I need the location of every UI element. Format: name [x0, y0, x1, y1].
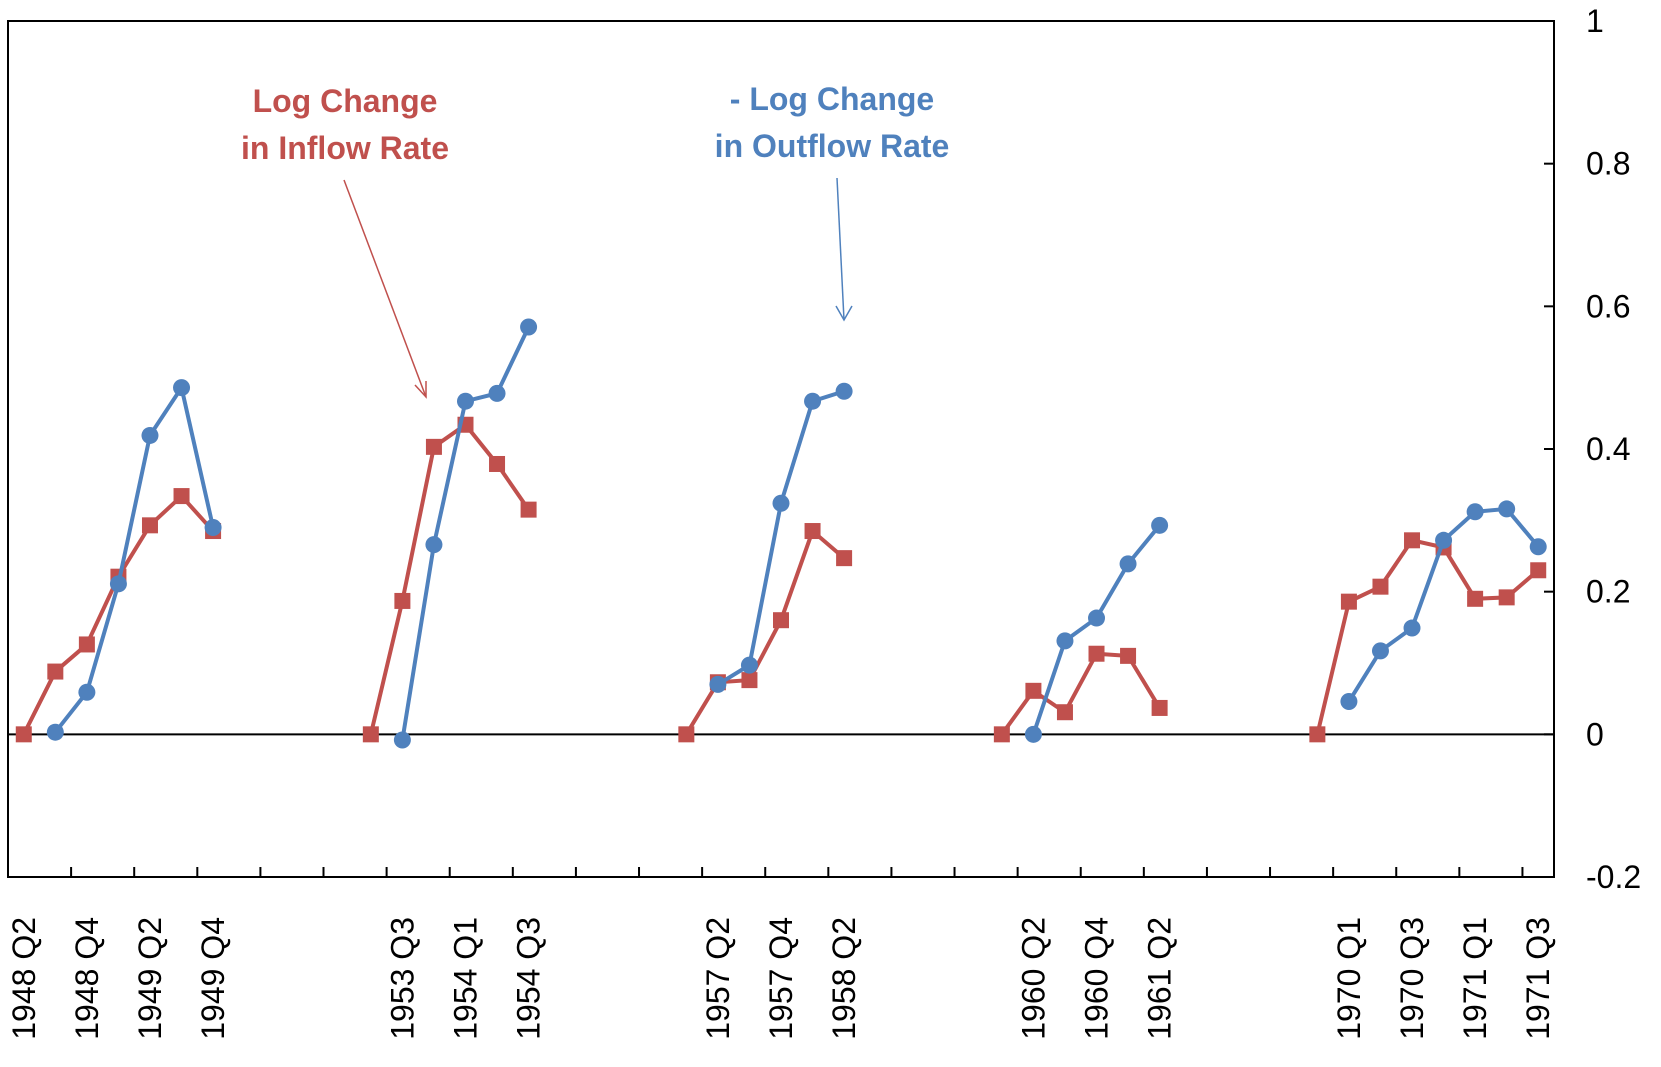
marker — [489, 455, 506, 472]
marker — [425, 536, 443, 554]
annotation: Log Change — [253, 83, 438, 119]
marker — [1151, 699, 1168, 716]
x-tick-label: 1953 Q3 — [384, 917, 420, 1040]
marker — [836, 550, 853, 567]
y-tick-label: -0.2 — [1586, 859, 1641, 895]
marker — [109, 575, 127, 593]
x-tick-label: 1971 Q1 — [1457, 917, 1493, 1040]
y-tick-label: 0 — [1586, 716, 1604, 752]
x-tick-label: 1960 Q2 — [1015, 917, 1051, 1040]
x-tick-label: 1948 Q4 — [69, 917, 105, 1040]
annotation: - Log Change — [730, 81, 934, 117]
marker — [741, 672, 758, 689]
x-tick-label: 1957 Q4 — [763, 917, 799, 1040]
marker — [1025, 682, 1042, 699]
marker — [425, 438, 442, 455]
marker — [393, 731, 411, 749]
x-tick-label: 1970 Q3 — [1394, 917, 1430, 1040]
annotation: in Outflow Rate — [715, 128, 950, 164]
marker — [804, 523, 821, 540]
marker — [1404, 532, 1421, 549]
marker — [520, 501, 537, 518]
series-line — [716, 389, 845, 687]
marker — [1498, 500, 1516, 518]
marker — [1340, 693, 1358, 711]
marker — [678, 726, 695, 743]
series-line — [400, 326, 531, 741]
y-tick-label: 0.8 — [1586, 146, 1630, 182]
x-tick-label: 1961 Q2 — [1142, 917, 1178, 1040]
x-tick-label: 1949 Q4 — [195, 917, 231, 1040]
y-tick-label: 0.6 — [1586, 288, 1630, 324]
arrow-head — [414, 381, 427, 399]
y-tick-label: 1 — [1586, 3, 1604, 39]
marker — [1403, 619, 1421, 637]
marker — [1372, 578, 1389, 595]
y-tick-label: 0.4 — [1586, 431, 1630, 467]
x-tick-label: 1948 Q2 — [6, 917, 42, 1040]
marker — [773, 612, 789, 629]
marker — [362, 726, 379, 743]
marker — [1151, 516, 1169, 534]
marker — [46, 723, 64, 741]
marker — [520, 318, 538, 336]
marker — [772, 494, 790, 512]
marker — [1309, 726, 1326, 743]
marker — [1435, 531, 1453, 549]
marker — [835, 382, 853, 400]
marker — [1119, 555, 1137, 573]
marker — [993, 726, 1010, 743]
x-tick-label: 1960 Q4 — [1079, 917, 1115, 1040]
marker — [1120, 647, 1137, 664]
marker — [141, 426, 159, 444]
x-tick-label: 1958 Q2 — [826, 917, 862, 1040]
marker — [1466, 503, 1484, 521]
marker — [1056, 632, 1074, 650]
marker — [204, 518, 222, 536]
marker — [1529, 538, 1547, 556]
marker — [1498, 589, 1515, 606]
marker — [173, 488, 190, 505]
marker — [394, 592, 411, 609]
marker — [78, 683, 96, 701]
x-tick-label: 1971 Q3 — [1520, 917, 1556, 1040]
x-tick-label: 1954 Q1 — [447, 917, 483, 1040]
arrow-head — [835, 305, 853, 322]
marker — [740, 656, 758, 674]
marker — [1340, 593, 1357, 610]
marker — [804, 392, 822, 410]
x-tick-label: 1949 Q2 — [132, 917, 168, 1040]
y-tick-label: 0.2 — [1586, 574, 1630, 610]
series-line — [21, 493, 215, 736]
annotation-arrow — [836, 177, 845, 321]
series-line — [684, 527, 846, 736]
annotation: in Inflow Rate — [241, 130, 449, 166]
series-line — [53, 382, 216, 734]
marker — [456, 392, 474, 410]
marker — [141, 517, 158, 534]
annotation-arrow — [343, 179, 427, 398]
marker — [488, 384, 506, 402]
x-tick-label: 1957 Q2 — [700, 917, 736, 1040]
marker — [1530, 562, 1547, 579]
marker — [709, 675, 727, 693]
marker — [1467, 590, 1484, 607]
marker — [78, 636, 95, 653]
x-tick-label: 1970 Q1 — [1331, 917, 1367, 1040]
marker — [1024, 725, 1042, 743]
marker — [47, 663, 64, 680]
marker — [15, 726, 32, 743]
marker — [1371, 642, 1389, 660]
marker — [1056, 704, 1073, 721]
x-tick-label: 1954 Q3 — [511, 917, 547, 1040]
marker — [1088, 645, 1105, 662]
marker — [1088, 609, 1106, 627]
marker — [173, 379, 191, 397]
